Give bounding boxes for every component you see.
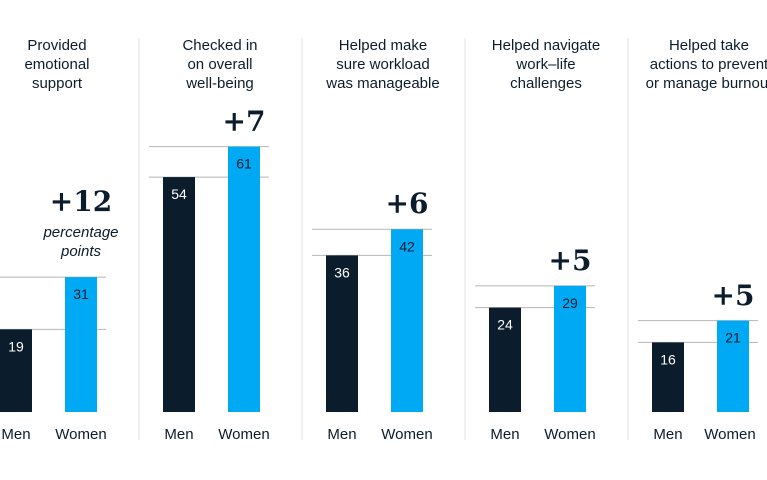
group-title: Helped navigate work–life challenges (491, 37, 601, 92)
bar-women (717, 320, 749, 412)
bar-women (391, 229, 423, 412)
bar-men (0, 329, 32, 412)
category-label-women: Women (544, 426, 596, 443)
category-label-women: Women (218, 426, 270, 443)
group-title: Checked in on overall well-being (182, 37, 258, 92)
category-label-men: Men (653, 426, 683, 443)
bar-men (652, 342, 684, 412)
value-label-men: 19 (8, 338, 24, 354)
value-label-men: 24 (497, 317, 513, 333)
category-label-men: Men (1, 426, 31, 443)
value-label-men: 36 (334, 264, 350, 280)
category-label-women: Women (381, 426, 433, 443)
group-title: Helped make sure workload was manageable (326, 37, 440, 92)
category-label-women: Women (55, 426, 107, 443)
difference-label: +6 (385, 187, 429, 221)
category-label-women: Women (704, 426, 756, 443)
value-label-women: 61 (236, 156, 252, 172)
category-label-men: Men (327, 426, 357, 443)
difference-label: +7 (222, 104, 266, 138)
bar-men (163, 177, 195, 412)
value-label-women: 21 (725, 330, 741, 346)
group-title: Provided emotional support (24, 37, 90, 92)
difference-label: +5 (548, 243, 592, 277)
value-label-men: 54 (171, 186, 187, 202)
bar-women (554, 285, 586, 412)
category-label-men: Men (490, 426, 520, 443)
value-label-women: 31 (73, 286, 89, 302)
difference-label: +5 (711, 278, 755, 312)
bar-women (65, 277, 97, 412)
bar-men (489, 307, 521, 412)
bar-men (326, 255, 358, 412)
category-label-men: Men (164, 426, 194, 443)
value-label-men: 16 (660, 351, 676, 367)
group-title: Helped take actions to prevent or manage… (645, 37, 767, 92)
difference-label: +12 (49, 185, 113, 219)
value-label-women: 29 (562, 295, 578, 311)
bar-women (228, 146, 260, 412)
difference-note: percentage points (43, 224, 119, 261)
value-label-women: 42 (399, 238, 415, 254)
